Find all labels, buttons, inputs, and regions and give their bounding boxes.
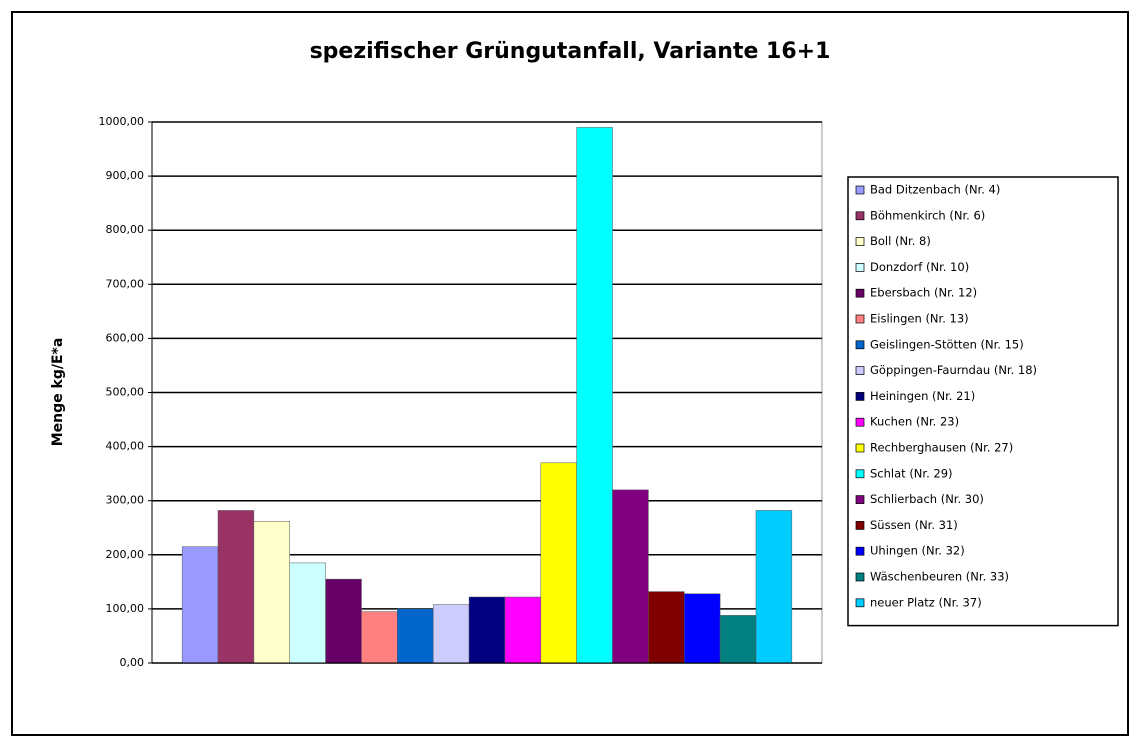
legend-label: Schlat (Nr. 29) [870, 466, 953, 480]
bar [719, 615, 757, 664]
chart-title: spezifischer Grüngutanfall, Variante 16+… [310, 39, 831, 64]
legend-box [847, 176, 1119, 627]
bar [684, 593, 721, 664]
y-tick-label: 900,00 [106, 169, 145, 182]
bar [325, 578, 362, 664]
legend-label: Schlierbach (Nr. 30) [870, 492, 984, 506]
legend-label: Göppingen-Faurndau (Nr. 18) [870, 363, 1037, 377]
legend-label: Rechberghausen (Nr. 27) [870, 441, 1013, 455]
legend-swatch [855, 417, 865, 427]
bar [648, 591, 685, 664]
bar [540, 462, 577, 664]
legend-swatch [855, 185, 865, 195]
legend-label: Kuchen (Nr. 23) [870, 415, 959, 429]
legend-label: Böhmenkirch (Nr. 6) [870, 208, 985, 222]
bar [468, 596, 506, 664]
y-tick-label: 1000,00 [99, 115, 145, 128]
legend-swatch [855, 495, 865, 504]
y-tick-label: 400,00 [106, 440, 145, 453]
legend-swatch [855, 598, 865, 608]
legend-swatch [855, 392, 865, 401]
y-axis-label: Menge kg/E*a [50, 338, 66, 447]
bar [504, 596, 542, 664]
legend-label: neuer Platz (Nr. 37) [870, 595, 982, 609]
legend-label: Geislingen-Stötten (Nr. 15) [870, 337, 1024, 351]
legend-label: Wäschenbeuren (Nr. 33) [870, 570, 1009, 584]
legend-label: Heiningen (Nr. 21) [870, 389, 975, 403]
legend-swatch [855, 521, 865, 530]
legend-label: Süssen (Nr. 31) [870, 518, 958, 532]
y-tick-label: 500,00 [106, 386, 145, 399]
bar [289, 562, 326, 664]
legend-swatch [855, 211, 865, 221]
y-tick-label: 600,00 [106, 331, 145, 344]
legend-label: Uhingen (Nr. 32) [870, 544, 965, 558]
bar [397, 608, 434, 664]
legend-label: Ebersbach (Nr. 12) [870, 286, 977, 300]
legend-swatch [855, 366, 865, 375]
legend-swatch [855, 572, 865, 582]
bar [576, 127, 613, 664]
legend-label: Boll (Nr. 8) [870, 234, 931, 248]
bar [612, 489, 649, 664]
legend-swatch [855, 469, 865, 479]
y-tick-label: 100,00 [106, 602, 145, 615]
legend-swatch [855, 263, 865, 272]
bar [181, 546, 219, 664]
legend-swatch [855, 237, 865, 246]
legend-label: Donzdorf (Nr. 10) [870, 260, 969, 274]
bar [432, 604, 470, 664]
legend-swatch [855, 443, 865, 453]
bar [361, 611, 398, 664]
legend-swatch [855, 314, 865, 324]
legend-swatch [855, 340, 865, 350]
y-tick-label: 300,00 [106, 494, 145, 507]
y-tick-label: 700,00 [106, 277, 145, 290]
legend-label: Eislingen (Nr. 13) [870, 312, 969, 326]
bar [217, 510, 255, 664]
legend-label: Bad Ditzenbach (Nr. 4) [870, 183, 1000, 197]
y-tick-label: 0,00 [120, 656, 145, 669]
bar [253, 521, 290, 664]
legend-swatch [855, 288, 865, 298]
bar [755, 510, 793, 664]
legend-swatch [855, 546, 865, 556]
y-tick-label: 800,00 [106, 223, 145, 236]
y-tick-label: 200,00 [106, 548, 145, 561]
